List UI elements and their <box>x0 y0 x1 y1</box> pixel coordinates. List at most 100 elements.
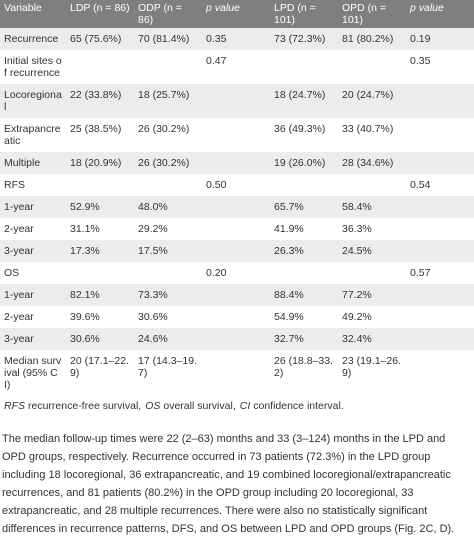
table-cell: 32.4% <box>338 328 406 350</box>
table-cell <box>406 218 474 240</box>
table-cell <box>202 328 248 350</box>
table-cell: 54.9% <box>274 311 304 323</box>
footnote-text: overall survival, <box>163 400 236 412</box>
table-cell: 3-year <box>0 328 66 350</box>
table-cell: Extrapancreatic <box>4 123 61 147</box>
table-cell: 32.7% <box>270 328 338 350</box>
table-cell <box>66 50 134 84</box>
table-cell <box>66 174 134 196</box>
table-cell <box>134 174 202 196</box>
table-cell: Median survival (95% CI) <box>4 355 62 391</box>
table-cell: 1-year <box>0 196 66 218</box>
table-cell: Initial sites of recurrence <box>4 55 62 79</box>
table-cell <box>202 306 248 328</box>
table-cell: 0.20 <box>206 267 227 279</box>
table-cell: 18 (24.7%) <box>270 84 338 118</box>
table-cell <box>248 350 270 396</box>
table-cell <box>248 84 270 118</box>
table-cell: 17.5% <box>134 240 202 262</box>
table-cell: 33 (40.7%) <box>342 123 394 135</box>
table-body: Recurrence 65 (75.6%) 70 (81.4%) 0.35 73 (72… <box>0 28 474 396</box>
table-cell: 65 (75.6%) <box>66 28 134 50</box>
table-cell <box>248 196 270 218</box>
table-cell <box>134 50 202 84</box>
table-row: Recurrence 65 (75.6%) 70 (81.4%) 0.35 73 (72… <box>0 28 474 50</box>
table-cell <box>202 350 248 396</box>
table-cell <box>202 284 248 306</box>
table-cell <box>406 328 474 350</box>
table-cell: 2-year <box>4 311 34 323</box>
header-cell <box>248 0 270 28</box>
table-cell: 2-year <box>4 223 34 235</box>
table-row: 1-year 52.9% 48.0% 65.7% 58.4% <box>0 196 474 218</box>
table-cell: Multiple <box>0 152 66 174</box>
table-cell: 0.50 <box>206 179 227 191</box>
table-cell: 26 (30.2%) <box>138 123 190 135</box>
table-cell <box>248 50 270 84</box>
table-row: RFS 0.50 0.54 <box>0 174 474 196</box>
table-cell: 88.4% <box>270 284 338 306</box>
table-cell: 28 (34.6%) <box>338 152 406 174</box>
table-cell: 25 (38.5%) <box>70 123 122 135</box>
table-cell: Locoregional <box>0 84 66 118</box>
table-cell: 77.2% <box>338 284 406 306</box>
table-cell: 26 (18.8–33.2) <box>274 355 333 379</box>
table-row: Extrapancreatic 25 (38.5%) 26 (30.2%) 36 (4… <box>0 118 474 152</box>
table-cell: 0.54 <box>410 179 431 191</box>
table-cell: 65.7% <box>270 196 338 218</box>
table-cell <box>338 50 406 84</box>
table-cell <box>406 284 474 306</box>
table-cell: 36 (49.3%) <box>274 123 326 135</box>
table-cell <box>202 152 248 174</box>
table-row: 2-year 31.1% 29.2% 41.9% 36.3% <box>0 218 474 240</box>
table-cell <box>406 118 474 152</box>
table-cell: 0.35 <box>410 55 431 67</box>
table-cell <box>202 218 248 240</box>
table-cell: 52.9% <box>66 196 134 218</box>
results-table: Variable LDP (n = 86) ODP (n = 86) p value L… <box>0 0 474 396</box>
table-row: 3-year 17.3% 17.5% 26.3% 24.5% <box>0 240 474 262</box>
table-cell: 29.2% <box>138 223 168 235</box>
table-cell <box>248 262 270 284</box>
table-cell <box>66 262 134 284</box>
table-cell <box>406 152 474 174</box>
table-row: Initial sites of recurrence 0.47 0.35 <box>0 50 474 84</box>
table-cell: 20 (24.7%) <box>338 84 406 118</box>
table-cell: 48.0% <box>134 196 202 218</box>
table-cell <box>406 350 474 396</box>
table-cell: 1-year <box>0 284 66 306</box>
table-cell: 39.6% <box>70 311 100 323</box>
table-cell <box>270 174 338 196</box>
table-cell <box>406 240 474 262</box>
footnote-text: confidence interval. <box>253 400 344 412</box>
table-cell <box>248 118 270 152</box>
header-cell: LPD (n = 101) <box>270 0 338 28</box>
table-cell: 26 (30.2%) <box>134 152 202 174</box>
table-cell <box>202 240 248 262</box>
table-row: 2-year 39.6% 30.6% 54.9% 49.2% <box>0 306 474 328</box>
header-cell: ODP (n = 86) <box>134 0 202 28</box>
table-cell <box>248 306 270 328</box>
table-cell: 36.3% <box>342 223 372 235</box>
table-cell: 18 (25.7%) <box>134 84 202 118</box>
table-cell <box>406 306 474 328</box>
table-cell: 81 (80.2%) <box>338 28 406 50</box>
table-cell: 26.3% <box>270 240 338 262</box>
table-cell <box>248 284 270 306</box>
table-cell <box>338 174 406 196</box>
table-cell: 23 (19.1–26.9) <box>342 355 401 379</box>
table-cell <box>406 196 474 218</box>
table-cell: 30.6% <box>138 311 168 323</box>
table-row: Locoregional 22 (33.8%) 18 (25.7%) 18 (24.7… <box>0 84 474 118</box>
table-cell <box>248 218 270 240</box>
header-cell: Variable <box>0 0 66 28</box>
header-row: Variable LDP (n = 86) ODP (n = 86) p value L… <box>0 0 474 28</box>
footnote-abbr: CI <box>239 400 251 412</box>
table-cell <box>270 262 338 284</box>
table-cell <box>338 262 406 284</box>
table-cell <box>202 84 248 118</box>
table-cell: Recurrence <box>0 28 66 50</box>
table-row: Multiple 18 (20.9%) 26 (30.2%) 19 (26.0%) 28… <box>0 152 474 174</box>
table-row: Median survival (95% CI) 20 (17.1–22.9) 17… <box>0 350 474 396</box>
table-row: 3-year 30.6% 24.6% 32.7% 32.4% <box>0 328 474 350</box>
